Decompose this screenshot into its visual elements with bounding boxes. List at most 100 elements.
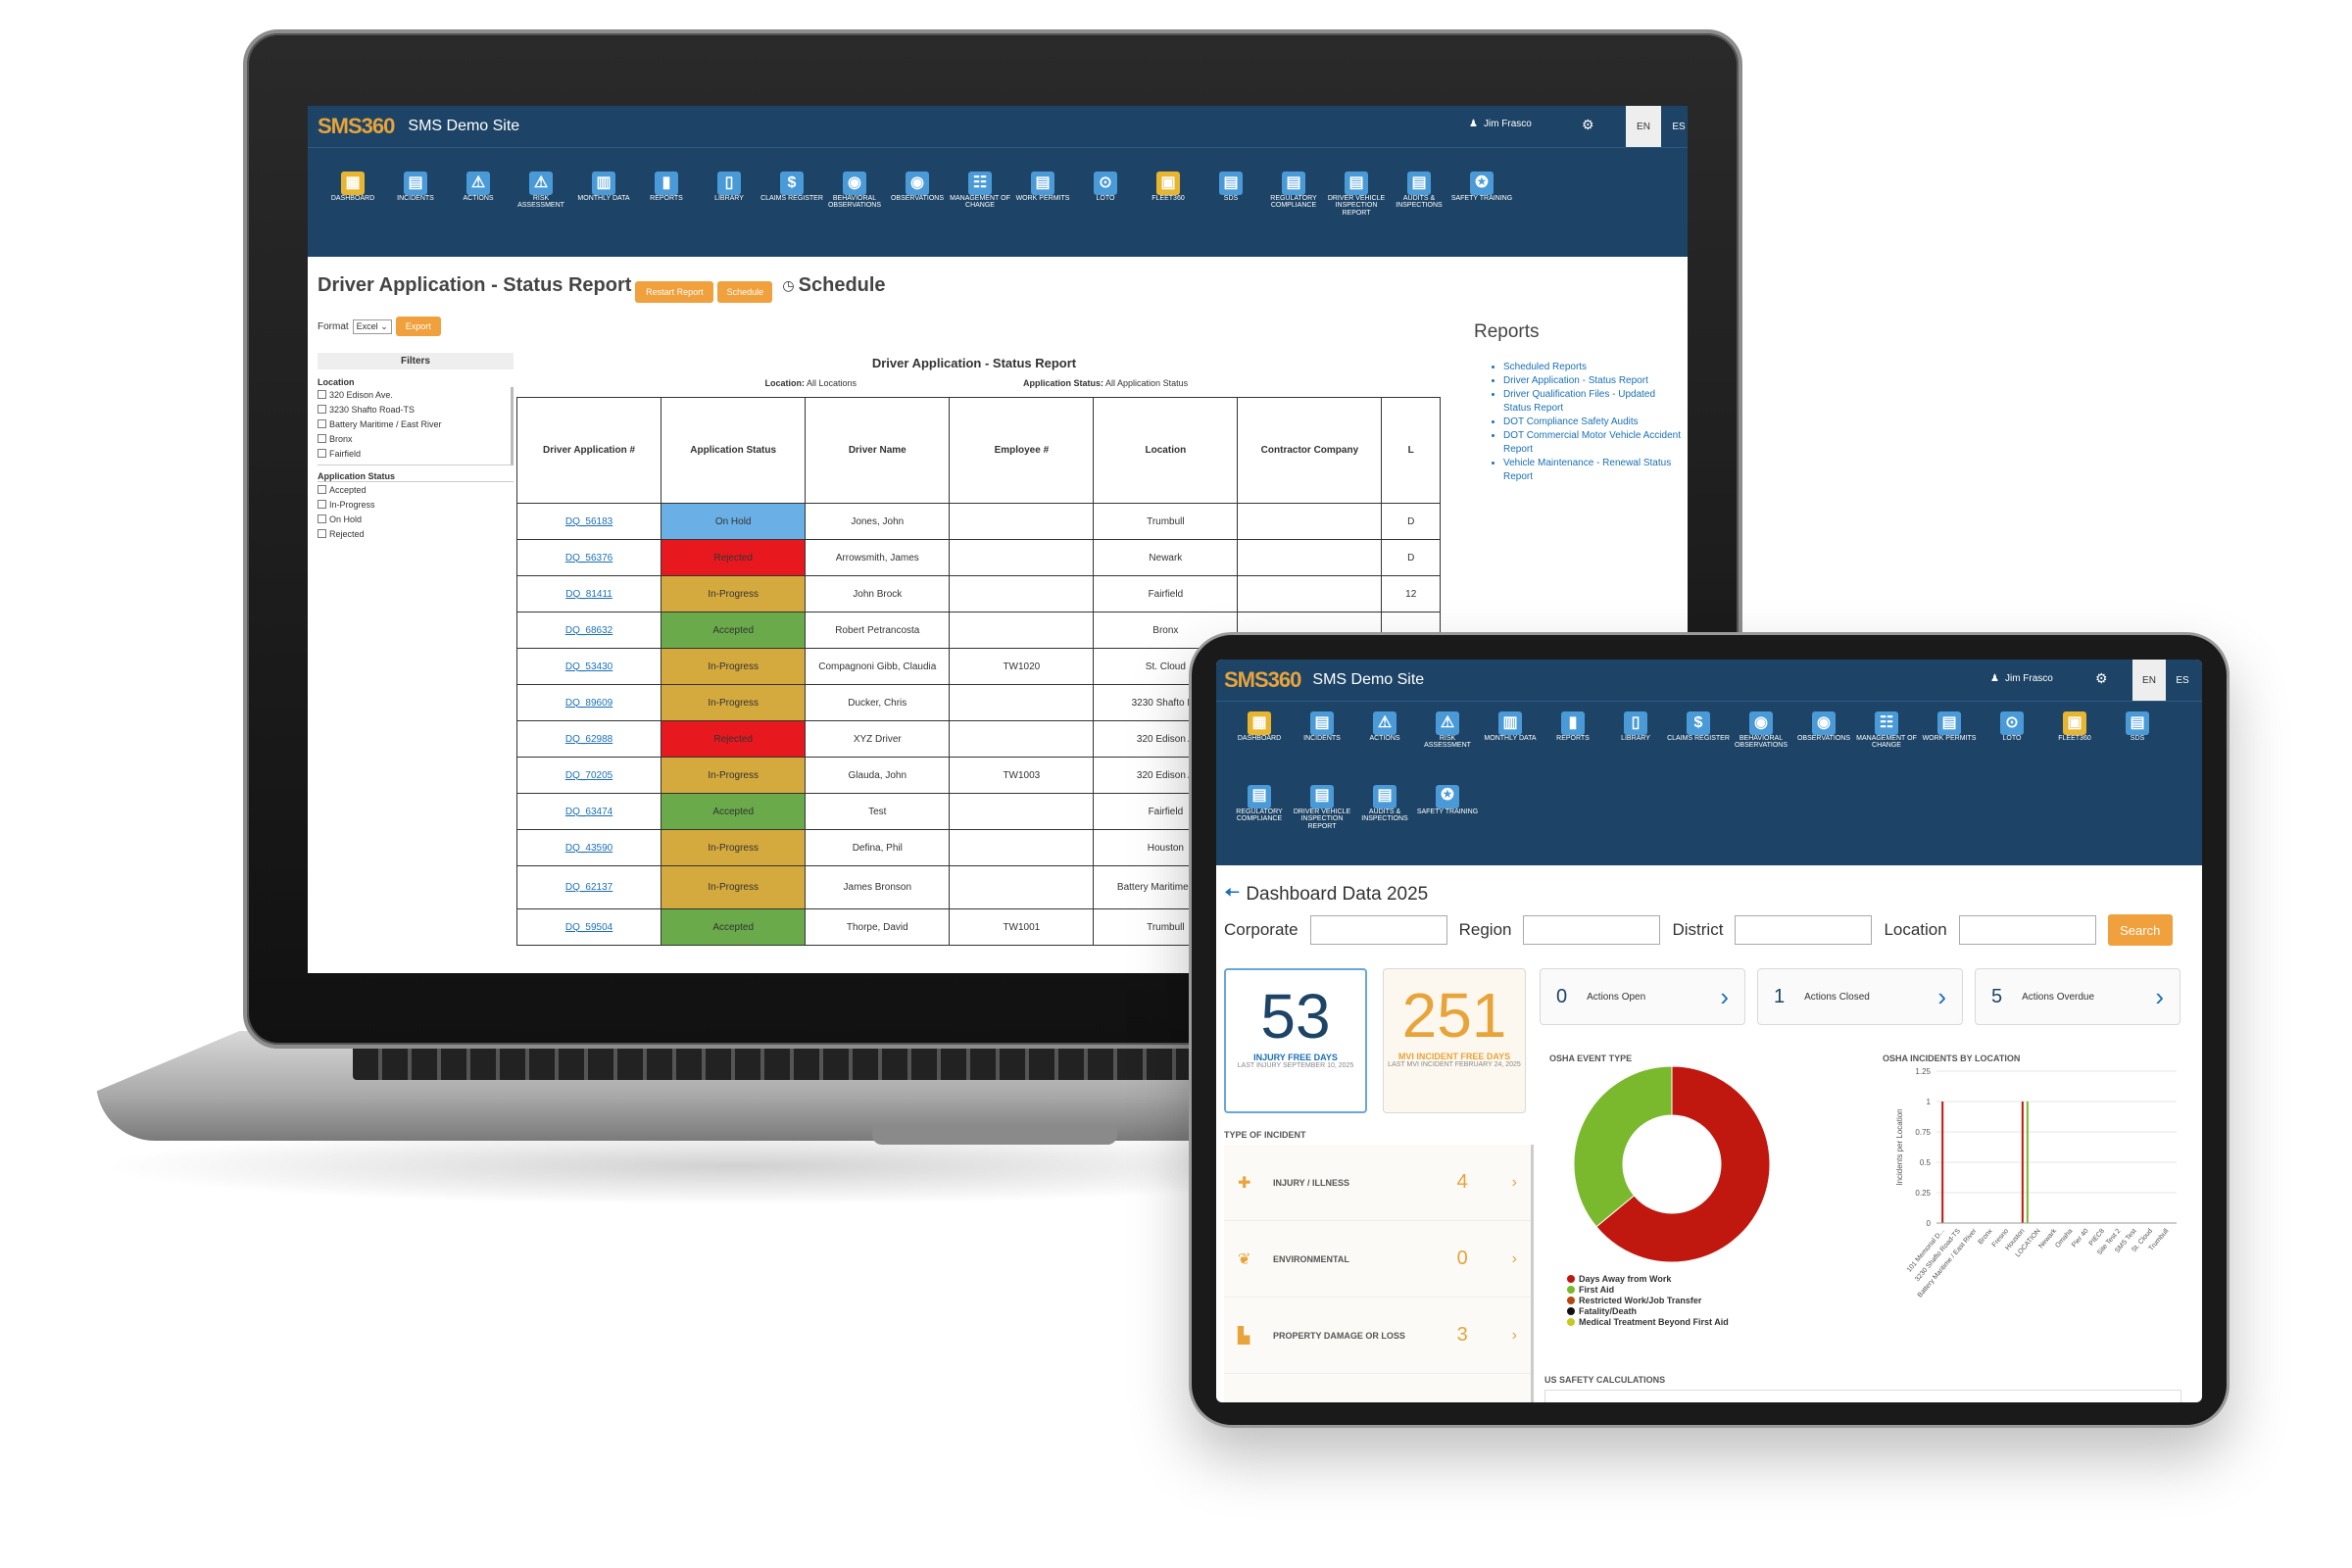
tablet-brand-logo[interactable]: SMS360 <box>1224 667 1301 692</box>
location-filter-list[interactable]: 320 Edison Ave. 3230 Shafto Road-TS Batter… <box>318 387 514 466</box>
application-link[interactable]: DQ_62988 <box>564 733 613 745</box>
nav-behavioral-observations[interactable]: ◉ BEHAVIORAL OBSERVATIONS <box>823 172 886 251</box>
action-card[interactable]: 5 Actions Overdue › <box>1975 968 2180 1025</box>
search-button[interactable]: Search <box>2107 914 2173 946</box>
nav-work-permits[interactable]: ▤ WORK PERMITS <box>1918 711 1981 779</box>
checkbox[interactable] <box>318 485 326 494</box>
location-checkbox[interactable]: 3230 Shafto Road-TS <box>318 402 511 416</box>
incident-type-row[interactable]: ❦ ENVIRONMENTAL 0 › <box>1224 1221 1531 1298</box>
nav-monthly-data[interactable]: ▥ MONTHLY DATA <box>1479 711 1542 779</box>
incident-type-row[interactable]: ✚ INJURY / ILLNESS 4 › <box>1224 1145 1531 1221</box>
report-link[interactable]: Driver Qualification Files - Updated Sta… <box>1503 388 1685 416</box>
injury-free-card[interactable]: 53 INJURY FREE DAYS LAST INJURY SEPTEMBE… <box>1224 968 1367 1113</box>
brand-logo[interactable]: SMS360 <box>318 114 395 138</box>
mvi-free-card[interactable]: 251 MVI INCIDENT FREE DAYS LAST MVI INCI… <box>1383 968 1526 1113</box>
nav-dashboard[interactable]: ▦ DASHBOARD <box>321 172 384 251</box>
checkbox[interactable] <box>318 405 326 414</box>
nav-regulatory-compliance[interactable]: ▤ REGULATORY COMPLIANCE <box>1262 172 1325 251</box>
user-menu[interactable]: ♟ Jim Frasco <box>1469 119 1532 129</box>
nav-actions[interactable]: ⚠ ACTIONS <box>447 172 510 251</box>
application-link[interactable]: DQ_70205 <box>564 769 613 781</box>
status-checkbox[interactable]: Accepted <box>318 482 514 497</box>
location-checkbox[interactable]: Fairfield <box>318 446 511 461</box>
nav-observations[interactable]: ◉ OBSERVATIONS <box>1792 711 1855 779</box>
lang-es[interactable]: ES <box>1672 121 1686 132</box>
status-checkbox[interactable]: Rejected <box>318 526 514 541</box>
table-row[interactable]: DQ_81411 In-Progress John Brock Fairfield 12 <box>516 575 1441 612</box>
nav-reports[interactable]: ▮ REPORTS <box>635 172 698 251</box>
region-select[interactable] <box>1523 915 1661 945</box>
lang-en[interactable]: EN <box>1626 106 1661 147</box>
action-card[interactable]: 0 Actions Open › <box>1540 968 1745 1025</box>
checkbox[interactable] <box>318 434 326 443</box>
report-link[interactable]: DOT Commercial Motor Vehicle Accident Re… <box>1503 429 1685 457</box>
gear-icon[interactable]: ⚙ <box>1582 117 1594 132</box>
status-checkbox[interactable]: In-Progress <box>318 497 514 512</box>
schedule-button[interactable]: Schedule <box>717 281 773 303</box>
tablet-user-menu[interactable]: ♟ Jim Frasco <box>1990 673 2053 684</box>
nav-audits-inspections[interactable]: ▤ AUDITS & INSPECTIONS <box>1388 172 1450 251</box>
tablet-lang-es[interactable]: ES <box>2176 674 2189 686</box>
application-link[interactable]: DQ_68632 <box>564 624 613 636</box>
application-link[interactable]: DQ_56183 <box>564 515 613 527</box>
district-select[interactable] <box>1735 915 1873 945</box>
nav-sds[interactable]: ▤ SDS <box>1200 172 1262 251</box>
nav-safety-training[interactable]: ✪ SAFETY TRAINING <box>1416 784 1479 859</box>
checkbox[interactable] <box>318 529 326 538</box>
report-link[interactable]: Scheduled Reports <box>1503 361 1685 374</box>
nav-observations[interactable]: ◉ OBSERVATIONS <box>886 172 949 251</box>
nav-risk-assessment[interactable]: ⚠ RISK ASSESSMENT <box>1416 711 1479 779</box>
tablet-lang-en[interactable]: EN <box>2132 660 2166 701</box>
location-checkbox[interactable]: 320 Edison Ave. <box>318 387 511 402</box>
back-arrow-icon[interactable]: 🠄 <box>1224 882 1241 904</box>
status-checkbox[interactable]: On Hold <box>318 512 514 526</box>
nav-claims-register[interactable]: $ CLAIMS REGISTER <box>760 172 823 251</box>
nav-incidents[interactable]: ▤ INCIDENTS <box>1291 711 1353 779</box>
checkbox[interactable] <box>318 390 326 399</box>
nav-library[interactable]: ▯ LIBRARY <box>1604 711 1667 779</box>
location-select[interactable] <box>1958 915 2096 945</box>
nav-monthly-data[interactable]: ▥ MONTHLY DATA <box>572 172 635 251</box>
location-checkbox[interactable]: Bronx <box>318 431 511 446</box>
nav-risk-assessment[interactable]: ⚠ RISK ASSESSMENT <box>510 172 572 251</box>
schedule-link[interactable]: Schedule <box>798 273 886 296</box>
application-link[interactable]: DQ_56376 <box>564 552 613 564</box>
nav-behavioral-observations[interactable]: ◉ BEHAVIORAL OBSERVATIONS <box>1730 711 1792 779</box>
table-row[interactable]: DQ_56376 Rejected Arrowsmith, James Newark D <box>516 539 1441 576</box>
nav-reports[interactable]: ▮ REPORTS <box>1542 711 1604 779</box>
application-link[interactable]: DQ_43590 <box>564 842 613 854</box>
checkbox[interactable] <box>318 500 326 509</box>
report-link[interactable]: Driver Application - Status Report <box>1503 374 1685 388</box>
nav-regulatory-compliance[interactable]: ▤ REGULATORY COMPLIANCE <box>1228 784 1291 859</box>
nav-fleet360[interactable]: ▣ FLEET360 <box>2043 711 2106 779</box>
location-checkbox[interactable]: Battery Maritime / East River <box>318 416 511 431</box>
checkbox[interactable] <box>318 419 326 428</box>
format-select[interactable]: Excel ⌄ <box>352 318 392 334</box>
action-card[interactable]: 1 Actions Closed › <box>1757 968 1963 1025</box>
nav-claims-register[interactable]: $ CLAIMS REGISTER <box>1667 711 1730 779</box>
nav-actions[interactable]: ⚠ ACTIONS <box>1353 711 1416 779</box>
corporate-select[interactable] <box>1309 915 1447 945</box>
application-link[interactable]: DQ_62137 <box>564 882 613 893</box>
report-link[interactable]: Vehicle Maintenance - Renewal Status Rep… <box>1503 457 1685 484</box>
nav-fleet360[interactable]: ▣ FLEET360 <box>1137 172 1200 251</box>
nav-audits-inspections[interactable]: ▤ AUDITS & INSPECTIONS <box>1353 784 1416 859</box>
table-row[interactable]: DQ_56183 On Hold Jones, John Trumbull D <box>516 503 1441 540</box>
restart-report-button[interactable]: Restart Report <box>635 281 714 303</box>
nav-management-of-change[interactable]: ☷ MANAGEMENT OF CHANGE <box>1855 711 1918 779</box>
application-link[interactable]: DQ_81411 <box>565 588 612 600</box>
nav-driver-vehicle-inspection-report[interactable]: ▤ DRIVER VEHICLE INSPECTION REPORT <box>1325 172 1388 251</box>
nav-loto[interactable]: ⊙ LOTO <box>1981 711 2043 779</box>
nav-management-of-change[interactable]: ☷ MANAGEMENT OF CHANGE <box>949 172 1011 251</box>
export-button[interactable]: Export <box>395 317 441 336</box>
application-link[interactable]: DQ_59504 <box>564 921 613 933</box>
application-link[interactable]: DQ_63474 <box>564 806 613 817</box>
report-link[interactable]: DOT Compliance Safety Audits <box>1503 416 1685 429</box>
gear-icon[interactable]: ⚙ <box>2095 670 2108 686</box>
nav-dashboard[interactable]: ▦ DASHBOARD <box>1228 711 1291 779</box>
application-link[interactable]: DQ_53430 <box>564 661 613 672</box>
nav-driver-vehicle-inspection-report[interactable]: ▤ DRIVER VEHICLE INSPECTION REPORT <box>1291 784 1353 859</box>
nav-loto[interactable]: ⊙ LOTO <box>1074 172 1137 251</box>
nav-safety-training[interactable]: ✪ SAFETY TRAINING <box>1450 172 1513 251</box>
incident-type-row[interactable]: ▙ PROPERTY DAMAGE OR LOSS 3 › <box>1224 1298 1531 1374</box>
